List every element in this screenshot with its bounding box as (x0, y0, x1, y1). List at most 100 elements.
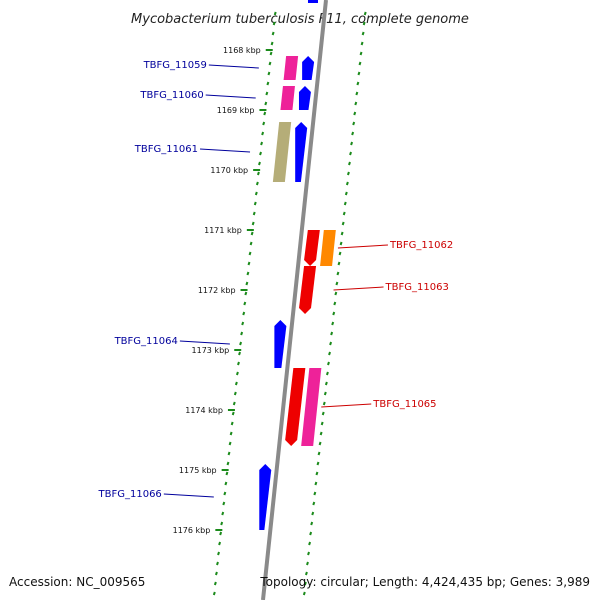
gene-label: TBFG_11064 (114, 336, 178, 347)
ring-dot (266, 81, 270, 86)
ring-dot (214, 571, 218, 576)
ring-dot (243, 301, 247, 306)
ring-dot (235, 371, 239, 376)
ring-dot (228, 441, 232, 446)
ring-dot (271, 31, 275, 36)
ring-dot (334, 291, 338, 296)
ring-dot (223, 491, 227, 496)
ring-dot (234, 381, 238, 386)
ring-dot (310, 521, 314, 526)
ring-dot (362, 21, 366, 26)
ring-dot (303, 581, 307, 586)
ring-dot (212, 591, 216, 596)
ring-dot (244, 291, 248, 296)
ring-dot (331, 321, 335, 326)
tick-label: 1174 kbp (185, 406, 223, 415)
ring-dot (311, 511, 315, 516)
ring-dot (363, 11, 367, 16)
ring-dot (333, 301, 337, 306)
ring-dot (270, 41, 274, 46)
ring-dot (273, 11, 277, 16)
ring-dot (233, 391, 237, 396)
ring-dot (304, 571, 308, 576)
ring-dot (260, 141, 264, 146)
ring-dot (242, 311, 246, 316)
gene-track-block (301, 368, 322, 446)
ring-dot (320, 421, 324, 426)
ring-dot (220, 521, 224, 526)
leader-line (163, 493, 214, 498)
ring-dot (321, 411, 325, 416)
ring-dot (346, 171, 350, 176)
ring-dot (356, 81, 360, 86)
ring-dot (354, 101, 358, 106)
gene-label: TBFG_11066 (98, 489, 162, 500)
tick-label: 1169 kbp (217, 106, 255, 115)
ring-dot (336, 271, 340, 276)
gene-arrow (304, 230, 320, 266)
ring-dot (335, 281, 339, 286)
ring-dot (272, 21, 276, 26)
gene-arrow (259, 464, 272, 530)
leader-line (200, 148, 251, 153)
accession-text: Accession: NC_009565 (9, 575, 146, 589)
ring-dot (352, 121, 356, 126)
ring-dot (358, 61, 362, 66)
scale-ticks: 1168 kbp 1169 kbp 1170 kbp 1171 kbp 1172 kbp… (173, 46, 273, 535)
ring-dot (216, 561, 219, 566)
ring-dot (262, 121, 266, 126)
gene-arrow (274, 320, 287, 368)
ring-dot (219, 531, 223, 536)
gene-arrow (285, 368, 306, 446)
ring-dot (254, 191, 258, 196)
ring-dot (360, 41, 364, 46)
tick-label: 1173 kbp (192, 346, 230, 355)
ring-dot (239, 341, 243, 346)
gene-label: TBFG_11062 (389, 240, 453, 251)
topology-text: Topology: circular; Length: 4,424,435 bp… (260, 575, 590, 589)
ring-dot (350, 141, 354, 146)
ring-dot (264, 101, 268, 106)
ring-dot (345, 181, 349, 186)
backbone (261, 0, 328, 600)
ring-dot (245, 281, 249, 286)
backbone-line (261, 0, 328, 600)
ring-dot (238, 351, 241, 356)
gene-label: TBFG_11059 (143, 60, 207, 71)
ring-dot (349, 151, 352, 156)
ring-dot (348, 161, 351, 166)
ring-dot (343, 201, 347, 206)
ring-dot (247, 261, 251, 266)
ring-dot (359, 51, 363, 56)
leader-line (333, 286, 384, 291)
ring-dot (339, 241, 343, 246)
tick-label: 1168 kbp (223, 46, 261, 55)
ring-dot (222, 501, 226, 506)
ring-dot (213, 581, 217, 586)
ring-dot (237, 361, 240, 366)
ring-dot (241, 321, 245, 326)
ring-dot (240, 331, 244, 336)
ring-dot (268, 61, 272, 66)
ring-dot (322, 401, 326, 406)
ring-dot (249, 241, 253, 246)
ring-dot (309, 531, 313, 536)
map-title: Mycobacterium tuberculosis F11, complete… (131, 12, 469, 27)
leader-line (208, 64, 259, 69)
gene-label: TBFG_11063 (385, 282, 449, 293)
ring-dot (255, 181, 259, 186)
ring-dot (319, 431, 323, 436)
ring-dot (355, 91, 359, 96)
tick-label: 1176 kbp (173, 526, 211, 535)
ring-dot (229, 431, 233, 436)
ring-dot (218, 541, 222, 546)
ring-dot (306, 561, 309, 566)
gene-label: TBFG_11065 (372, 399, 436, 410)
ring-dot (325, 371, 329, 376)
ring-dot (302, 591, 306, 596)
ring-dot (259, 151, 262, 156)
ring-dot (316, 461, 320, 466)
ring-dot (217, 551, 220, 556)
ring-dot (261, 131, 265, 136)
gene-arrow (302, 56, 315, 80)
